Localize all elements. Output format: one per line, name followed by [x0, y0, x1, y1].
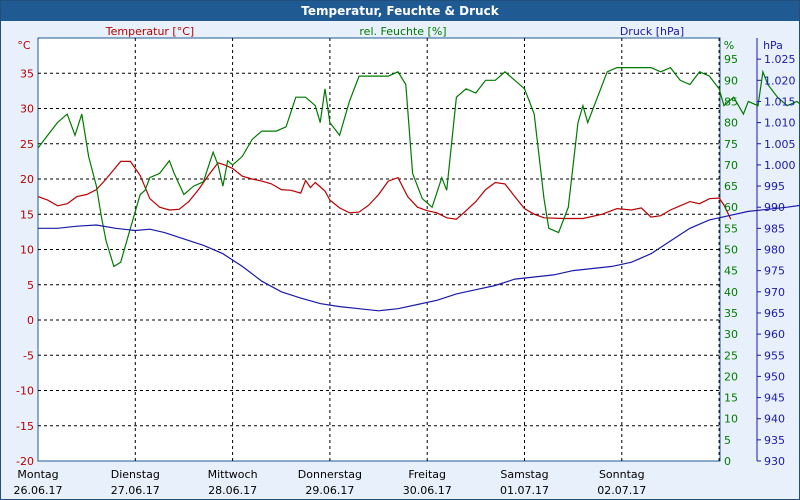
humidity-tick-label: 75 — [724, 138, 738, 151]
temperature-unit-label: °C — [17, 39, 31, 52]
temperature-tick-label: -15 — [16, 420, 34, 433]
humidity-tick-label: 55 — [724, 222, 738, 235]
x-date-label: 28.06.17 — [208, 484, 257, 497]
x-day-label: Samstag — [500, 468, 548, 481]
pressure-tick-label: 980 — [764, 244, 785, 257]
pressure-tick-label: 960 — [764, 328, 785, 341]
pressure-tick-label: 1.010 — [764, 117, 796, 130]
pressure-tick-label: 950 — [764, 370, 785, 383]
x-date-label: 29.06.17 — [305, 484, 354, 497]
pressure-tick-label: 945 — [764, 392, 785, 405]
x-date-label: 01.07.17 — [500, 484, 549, 497]
pressure-tick-label: 955 — [764, 349, 785, 362]
pressure-tick-label: 1.000 — [764, 159, 796, 172]
humidity-series-label: rel. Feuchte [%] — [359, 25, 446, 38]
temperature-tick-label: 5 — [27, 279, 34, 292]
pressure-tick-label: 935 — [764, 434, 785, 447]
window-title: Temperatur, Feuchte & Druck — [1, 1, 799, 21]
humidity-tick-label: 25 — [724, 349, 738, 362]
humidity-tick-label: 40 — [724, 286, 738, 299]
temperature-tick-label: 0 — [27, 314, 34, 327]
pressure-series-line — [38, 204, 800, 312]
pressure-unit-label: hPa — [763, 39, 783, 52]
x-day-label: Dienstag — [111, 468, 160, 481]
pressure-tick-label: 975 — [764, 265, 785, 278]
pressure-tick-label: 930 — [764, 455, 785, 468]
temperature-tick-label: 10 — [20, 244, 34, 257]
pressure-tick-label: 990 — [764, 201, 785, 214]
temperature-series-line — [37, 160, 732, 220]
humidity-tick-label: 85 — [724, 95, 738, 108]
temperature-tick-label: 30 — [20, 103, 34, 116]
humidity-tick-label: 10 — [724, 413, 738, 426]
x-day-label: Mittwoch — [208, 468, 258, 481]
temperature-series-label: Temperatur [°C] — [105, 25, 194, 38]
pressure-tick-label: 970 — [764, 286, 785, 299]
temperature-tick-label: 20 — [20, 173, 34, 186]
humidity-tick-label: 70 — [724, 159, 738, 172]
pressure-series-label: Druck [hPa] — [620, 25, 684, 38]
humidity-tick-label: 30 — [724, 328, 738, 341]
pressure-tick-label: 985 — [764, 222, 785, 235]
humidity-tick-label: 5 — [724, 434, 731, 447]
pressure-tick-label: 1.020 — [764, 74, 796, 87]
plot-area — [37, 37, 721, 462]
humidity-tick-label: 90 — [724, 74, 738, 87]
humidity-tick-label: 80 — [724, 117, 738, 130]
humidity-tick-label: 45 — [724, 265, 738, 278]
humidity-tick-label: 0 — [724, 455, 731, 468]
x-date-label: 27.06.17 — [111, 484, 160, 497]
humidity-tick-label: 15 — [724, 392, 738, 405]
humidity-tick-label: 50 — [724, 244, 738, 257]
humidity-tick-label: 20 — [724, 370, 738, 383]
humidity-tick-label: 60 — [724, 201, 738, 214]
x-day-label: Donnerstag — [298, 468, 362, 481]
x-day-label: Freitag — [408, 468, 446, 481]
temperature-tick-label: -5 — [23, 349, 34, 362]
humidity-unit-label: % — [724, 39, 734, 52]
pressure-tick-label: 1.005 — [764, 138, 796, 151]
temperature-tick-label: 15 — [20, 208, 34, 221]
temperature-tick-label: 35 — [20, 67, 34, 80]
x-date-label: 26.06.17 — [14, 484, 63, 497]
humidity-tick-label: 35 — [724, 307, 738, 320]
x-date-label: 02.07.17 — [597, 484, 646, 497]
pressure-tick-label: 965 — [764, 307, 785, 320]
pressure-tick-label: 995 — [764, 180, 785, 193]
pressure-tick-label: 940 — [764, 413, 785, 426]
humidity-tick-label: 65 — [724, 180, 738, 193]
temperature-tick-label: -20 — [16, 455, 34, 468]
pressure-tick-label: 1.015 — [764, 95, 796, 108]
x-day-label: Montag — [17, 468, 58, 481]
x-day-label: Sonntag — [599, 468, 645, 481]
temperature-tick-label: -10 — [16, 385, 34, 398]
humidity-tick-label: 95 — [724, 53, 738, 66]
x-date-label: 30.06.17 — [403, 484, 452, 497]
pressure-tick-label: 1.025 — [764, 53, 796, 66]
temperature-tick-label: 25 — [20, 138, 34, 151]
humidity-series-line — [37, 66, 800, 268]
